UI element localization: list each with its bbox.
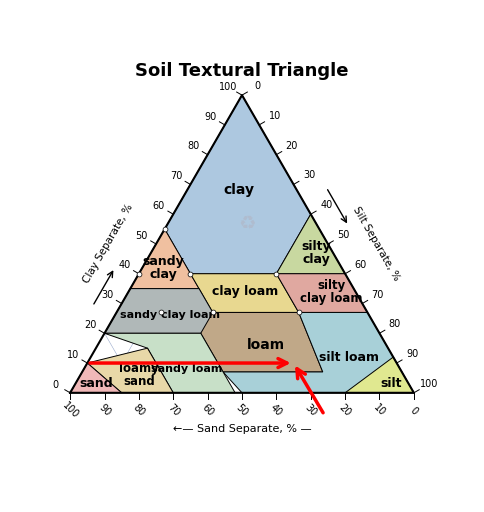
Text: clay loam: clay loam	[212, 285, 279, 298]
Polygon shape	[105, 333, 235, 393]
Text: 70: 70	[170, 171, 182, 181]
Polygon shape	[87, 348, 173, 393]
Text: 0: 0	[255, 81, 260, 91]
Text: ←— Sand Separate, % —: ←— Sand Separate, % —	[173, 424, 311, 434]
Text: 30: 30	[101, 290, 114, 300]
Text: 90: 90	[204, 112, 217, 122]
Text: silty
clay loam: silty clay loam	[300, 279, 363, 305]
Text: 100: 100	[218, 82, 237, 92]
Polygon shape	[276, 274, 367, 312]
Text: silt: silt	[381, 377, 402, 390]
Text: loamy
sand: loamy sand	[119, 362, 159, 388]
Text: 80: 80	[187, 141, 199, 152]
Text: 70: 70	[372, 290, 384, 300]
Text: Clay Separate, %: Clay Separate, %	[81, 203, 135, 285]
Polygon shape	[345, 357, 414, 393]
Polygon shape	[190, 274, 299, 312]
Text: Silt Separate, %: Silt Separate, %	[351, 205, 401, 283]
Polygon shape	[165, 95, 311, 274]
Text: 30: 30	[303, 403, 318, 418]
Polygon shape	[70, 363, 121, 393]
Text: 10: 10	[269, 111, 281, 121]
Text: 20: 20	[337, 403, 353, 419]
Text: 40: 40	[320, 200, 333, 210]
Text: loam: loam	[247, 338, 285, 352]
Text: silt loam: silt loam	[318, 351, 378, 364]
Text: clay: clay	[223, 183, 254, 198]
Text: 30: 30	[303, 170, 315, 181]
Text: 0: 0	[53, 379, 59, 390]
Text: 40: 40	[269, 403, 284, 418]
Text: 10: 10	[372, 403, 387, 418]
Text: 60: 60	[153, 201, 165, 211]
Text: 0: 0	[408, 405, 420, 416]
Text: 60: 60	[200, 403, 215, 418]
Text: 20: 20	[286, 141, 298, 151]
Text: Soil Textural Triangle: Soil Textural Triangle	[135, 61, 349, 80]
Text: ♻: ♻	[239, 214, 256, 232]
Text: 50: 50	[136, 231, 148, 241]
Text: 10: 10	[67, 350, 79, 360]
Text: sand: sand	[79, 377, 113, 390]
Text: 100: 100	[420, 379, 439, 389]
Text: silty
clay: silty clay	[301, 240, 331, 266]
Polygon shape	[130, 229, 199, 289]
Polygon shape	[276, 214, 345, 274]
Text: 40: 40	[119, 261, 131, 270]
Polygon shape	[201, 312, 323, 372]
Text: 50: 50	[234, 403, 250, 419]
Polygon shape	[223, 312, 414, 393]
Text: 70: 70	[166, 403, 181, 419]
Text: 20: 20	[84, 320, 96, 330]
Text: sandy clay loam: sandy clay loam	[120, 310, 220, 321]
Text: 60: 60	[354, 260, 367, 270]
Text: 80: 80	[131, 403, 147, 418]
Text: 100: 100	[60, 401, 80, 421]
Text: 90: 90	[406, 349, 418, 359]
Polygon shape	[105, 289, 225, 333]
Text: sandy loam: sandy loam	[151, 364, 223, 374]
Text: 50: 50	[337, 230, 349, 240]
Text: sandy
clay: sandy clay	[142, 255, 184, 281]
Text: 90: 90	[97, 403, 112, 418]
Text: 80: 80	[389, 319, 401, 329]
